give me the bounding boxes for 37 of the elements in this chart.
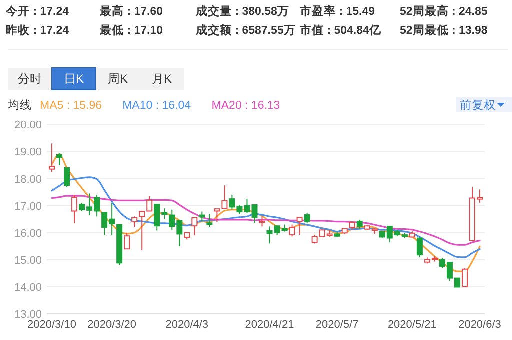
text: 周K: [108, 72, 128, 86]
text: MA10 : 16.04: [122, 100, 192, 112]
text: 前复权: [460, 99, 496, 112]
y-tick-label: 18.00: [14, 174, 42, 186]
text: 今开 : 17.24: [5, 5, 70, 18]
text: 分时: [18, 72, 42, 86]
y-tick-label: 15.00: [14, 254, 42, 267]
y-tick-label: 20.00: [14, 120, 42, 132]
text: 最高 : 17.60: [99, 4, 163, 18]
x-tick-label: 2020/4/3: [166, 319, 209, 331]
candlestick: [139, 211, 146, 251]
text: 日K: [64, 72, 84, 86]
y-tick-label: 13.00: [14, 309, 42, 321]
x-tick-label: 2020/3/10: [28, 319, 76, 331]
text: 市值 : 504.84亿: [299, 23, 382, 37]
line-series: [51, 195, 481, 246]
line-series: [51, 176, 481, 258]
text: 52周最低 : 13.98: [400, 24, 488, 37]
text: 成交量 : 380.58万: [195, 4, 290, 18]
y-tick-label: 16.00: [14, 228, 42, 240]
text: 52周最高 : 24.85: [400, 4, 488, 18]
x-tick-label: 2020/4/21: [245, 319, 294, 331]
text: MA20 : 16.13: [212, 100, 280, 112]
legend-title: 均线: [7, 99, 32, 112]
x-tick-label: 2020/3/20: [88, 319, 137, 331]
y-tick-label: 14.00: [14, 282, 42, 294]
text: 昨收 : 17.24: [6, 24, 70, 37]
text: MA5 : 15.96: [40, 100, 102, 112]
y-tick-label: 17.00: [14, 200, 42, 213]
x-tick-label: 2020/6/3: [458, 319, 502, 331]
x-tick-label: 2020/5/7: [316, 319, 359, 331]
text: 最低 : 17.10: [99, 24, 163, 37]
y-tick-label: 19.00: [14, 146, 42, 159]
text: 成交额 : 6587.55万: [195, 23, 296, 37]
text: 市盈率 : 15.49: [299, 4, 375, 18]
text: 月K: [152, 72, 172, 86]
x-tick-label: 2020/5/21: [388, 319, 437, 331]
